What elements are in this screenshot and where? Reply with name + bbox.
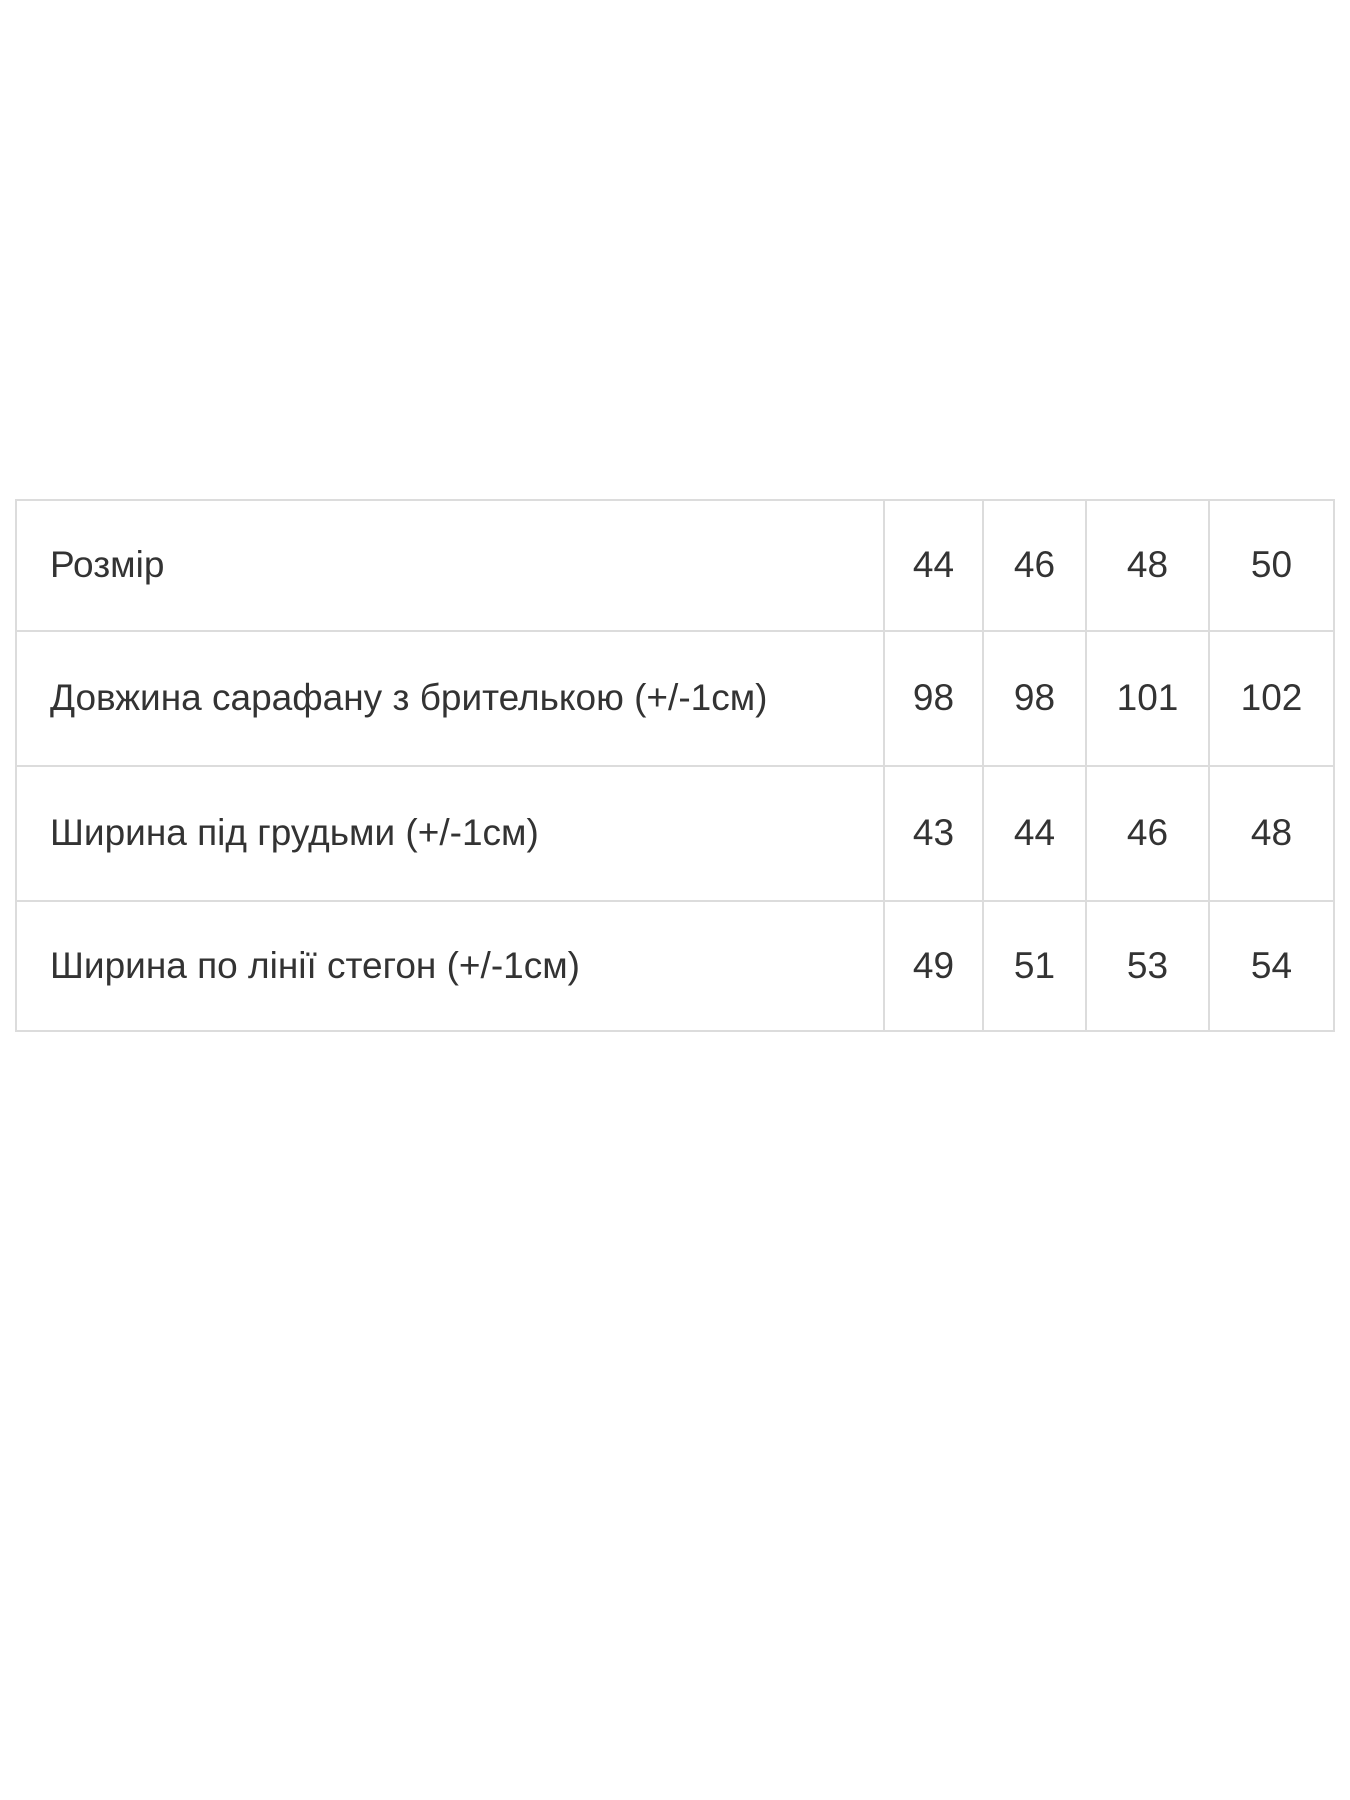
length-value-cell: 101 xyxy=(1085,630,1210,767)
size-value-cell: 44 xyxy=(883,499,984,632)
underbust-width-value-cell: 48 xyxy=(1208,765,1335,902)
length-value-cell: 102 xyxy=(1208,630,1335,767)
size-value-cell: 48 xyxy=(1085,499,1210,632)
row-label-underbust-width: Ширина під грудьми (+/-1см) xyxy=(15,765,885,902)
table-row-size: Розмір 44 46 48 50 xyxy=(15,499,1335,632)
hip-width-value-cell: 49 xyxy=(883,900,984,1032)
hip-width-value-cell: 51 xyxy=(982,900,1087,1032)
row-label-hip-width: Ширина по лінії стегон (+/-1см) xyxy=(15,900,885,1032)
table-row-underbust-width: Ширина під грудьми (+/-1см) 43 44 46 48 xyxy=(15,765,1335,902)
underbust-width-value-cell: 46 xyxy=(1085,765,1210,902)
length-value-cell: 98 xyxy=(883,630,984,767)
hip-width-value-cell: 53 xyxy=(1085,900,1210,1032)
size-value-cell: 50 xyxy=(1208,499,1335,632)
table-row-hip-width: Ширина по лінії стегон (+/-1см) 49 51 53… xyxy=(15,900,1335,1032)
row-label-size: Розмір xyxy=(15,499,885,632)
underbust-width-value-cell: 44 xyxy=(982,765,1087,902)
row-label-length: Довжина сарафану з брителькою (+/-1см) xyxy=(15,630,885,767)
table-row-length: Довжина сарафану з брителькою (+/-1см) 9… xyxy=(15,630,1335,767)
size-value-cell: 46 xyxy=(982,499,1087,632)
hip-width-value-cell: 54 xyxy=(1208,900,1335,1032)
length-value-cell: 98 xyxy=(982,630,1087,767)
size-chart-table: Розмір 44 46 48 50 Довжина сарафану з бр… xyxy=(15,499,1335,1032)
underbust-width-value-cell: 43 xyxy=(883,765,984,902)
